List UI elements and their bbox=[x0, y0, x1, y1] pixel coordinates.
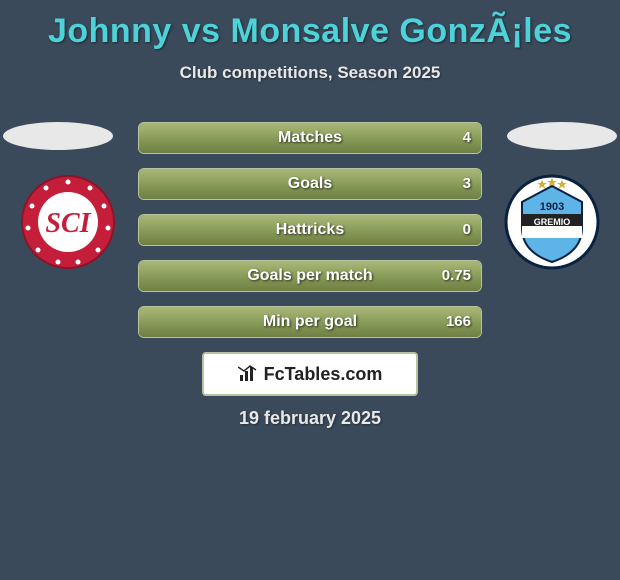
svg-text:SCI: SCI bbox=[45, 208, 91, 239]
stat-value: 166 bbox=[446, 307, 471, 337]
stats-table: Matches 4 Goals 3 Hattricks 0 Goals per … bbox=[138, 122, 482, 352]
stat-value: 0 bbox=[463, 215, 471, 245]
bar-chart-icon bbox=[238, 365, 260, 383]
stat-row: Matches 4 bbox=[138, 122, 482, 154]
stat-label: Min per goal bbox=[139, 307, 481, 337]
brand-box: FcTables.com bbox=[202, 352, 418, 396]
brand-text: FcTables.com bbox=[264, 364, 383, 385]
club-badge-left: SCI bbox=[18, 172, 118, 272]
svg-text:1903: 1903 bbox=[540, 201, 564, 213]
comparison-title: Johnny vs Monsalve GonzÃ¡les bbox=[0, 0, 620, 51]
stat-label: Goals per match bbox=[139, 261, 481, 291]
club-badge-right: 1903 GREMIO bbox=[502, 172, 602, 272]
svg-text:GREMIO: GREMIO bbox=[534, 217, 571, 227]
stat-label: Hattricks bbox=[139, 215, 481, 245]
player-right-portrait bbox=[507, 122, 617, 150]
stat-value: 3 bbox=[463, 169, 471, 199]
footer-date: 19 february 2025 bbox=[0, 408, 620, 429]
stat-label: Matches bbox=[139, 123, 481, 153]
stat-label: Goals bbox=[139, 169, 481, 199]
player-left-portrait bbox=[3, 122, 113, 150]
stat-row: Goals 3 bbox=[138, 168, 482, 200]
stat-row: Min per goal 166 bbox=[138, 306, 482, 338]
comparison-subtitle: Club competitions, Season 2025 bbox=[0, 63, 620, 83]
stat-value: 0.75 bbox=[442, 261, 471, 291]
stat-row: Hattricks 0 bbox=[138, 214, 482, 246]
stat-value: 4 bbox=[463, 123, 471, 153]
stat-row: Goals per match 0.75 bbox=[138, 260, 482, 292]
